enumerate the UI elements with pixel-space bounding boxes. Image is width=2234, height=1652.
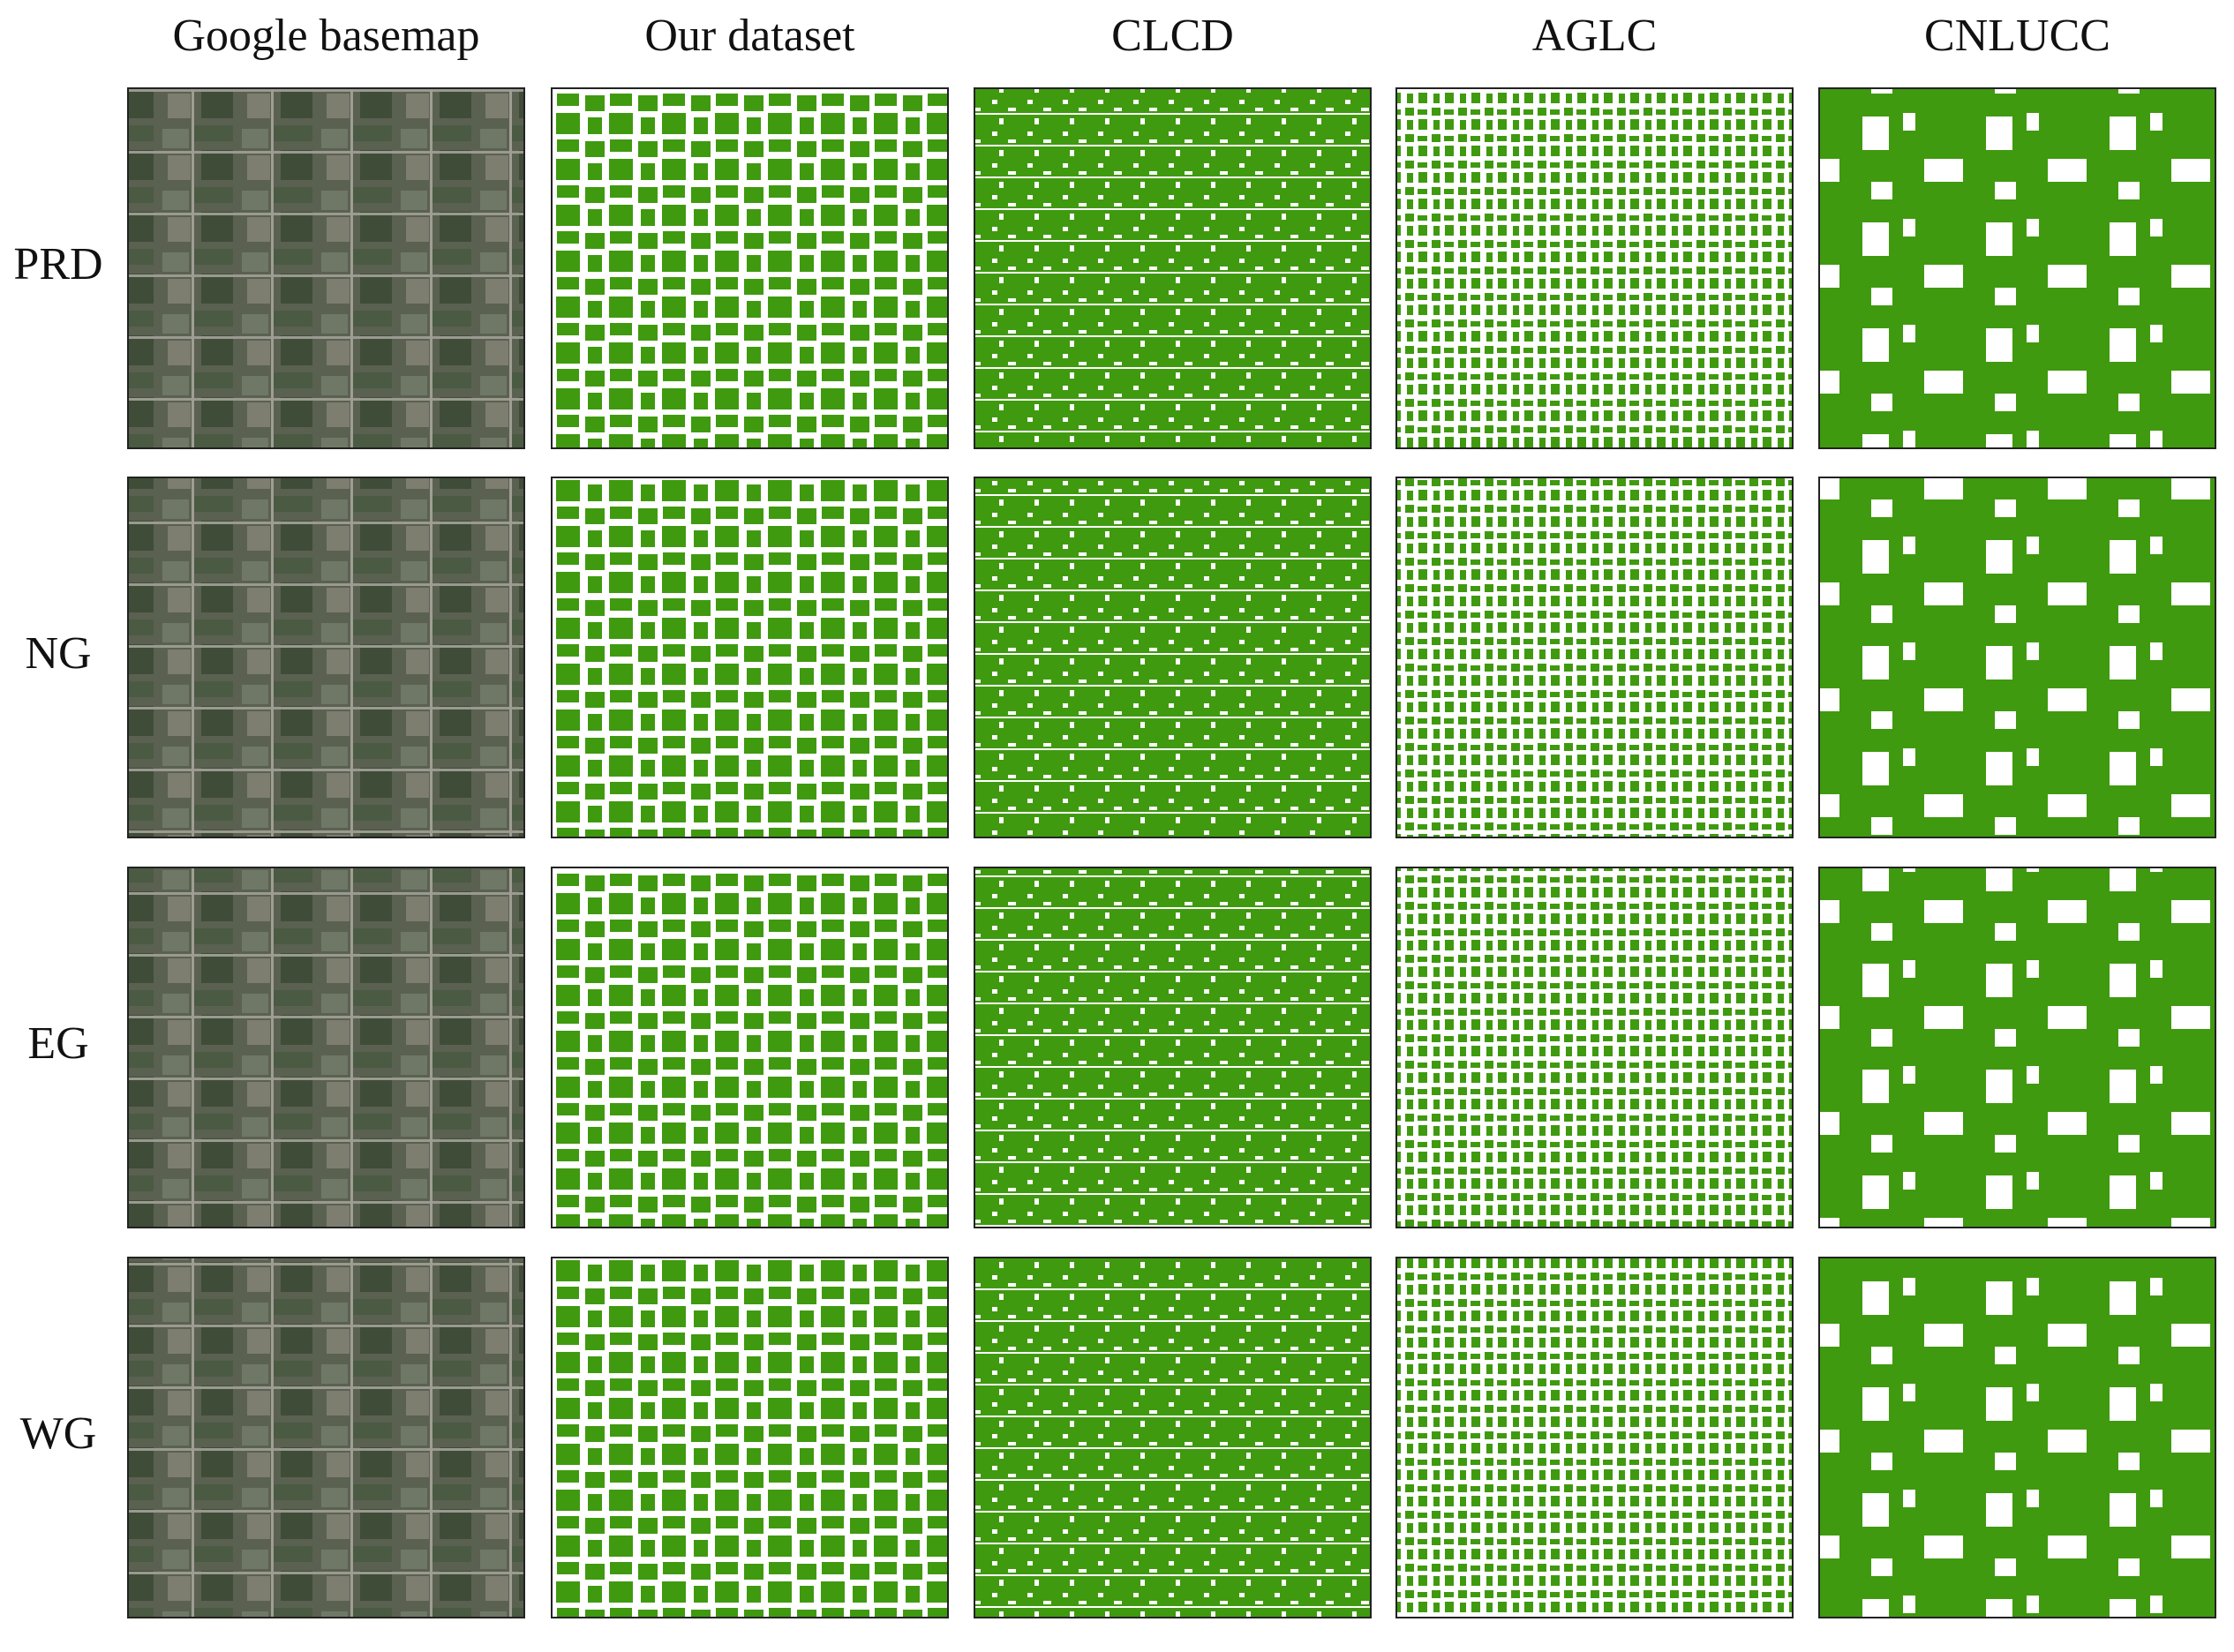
map-panel: [974, 867, 1372, 1228]
column-header: Google basemap: [172, 11, 479, 61]
map-panel: [974, 477, 1372, 838]
map-panel: [1395, 867, 1794, 1228]
column-header: CLCD: [1111, 11, 1234, 61]
column-header: CNLUCC: [1924, 11, 2110, 61]
map-panel: [1395, 477, 1794, 838]
map-panel: [551, 1257, 949, 1618]
map-panel: [974, 1257, 1372, 1618]
map-panel: [974, 87, 1372, 449]
map-panel: [551, 477, 949, 838]
map-panel: [1818, 1257, 2216, 1618]
row-label: NG: [25, 628, 91, 679]
satellite-image: [127, 87, 525, 449]
map-panel: [1818, 87, 2216, 449]
map-panel: [1818, 477, 2216, 838]
map-panel: [1395, 1257, 1794, 1618]
column-header: AGLC: [1532, 11, 1658, 61]
row-label: WG: [20, 1408, 97, 1459]
satellite-image: [127, 1257, 525, 1618]
satellite-image: [127, 867, 525, 1228]
row-label: EG: [27, 1018, 88, 1069]
map-panel: [551, 867, 949, 1228]
row-label: PRD: [13, 239, 102, 289]
map-panel: [1818, 867, 2216, 1228]
column-header: Our dataset: [644, 11, 855, 61]
satellite-image: [127, 477, 525, 838]
map-panel: [551, 87, 949, 449]
map-panel: [1395, 87, 1794, 449]
